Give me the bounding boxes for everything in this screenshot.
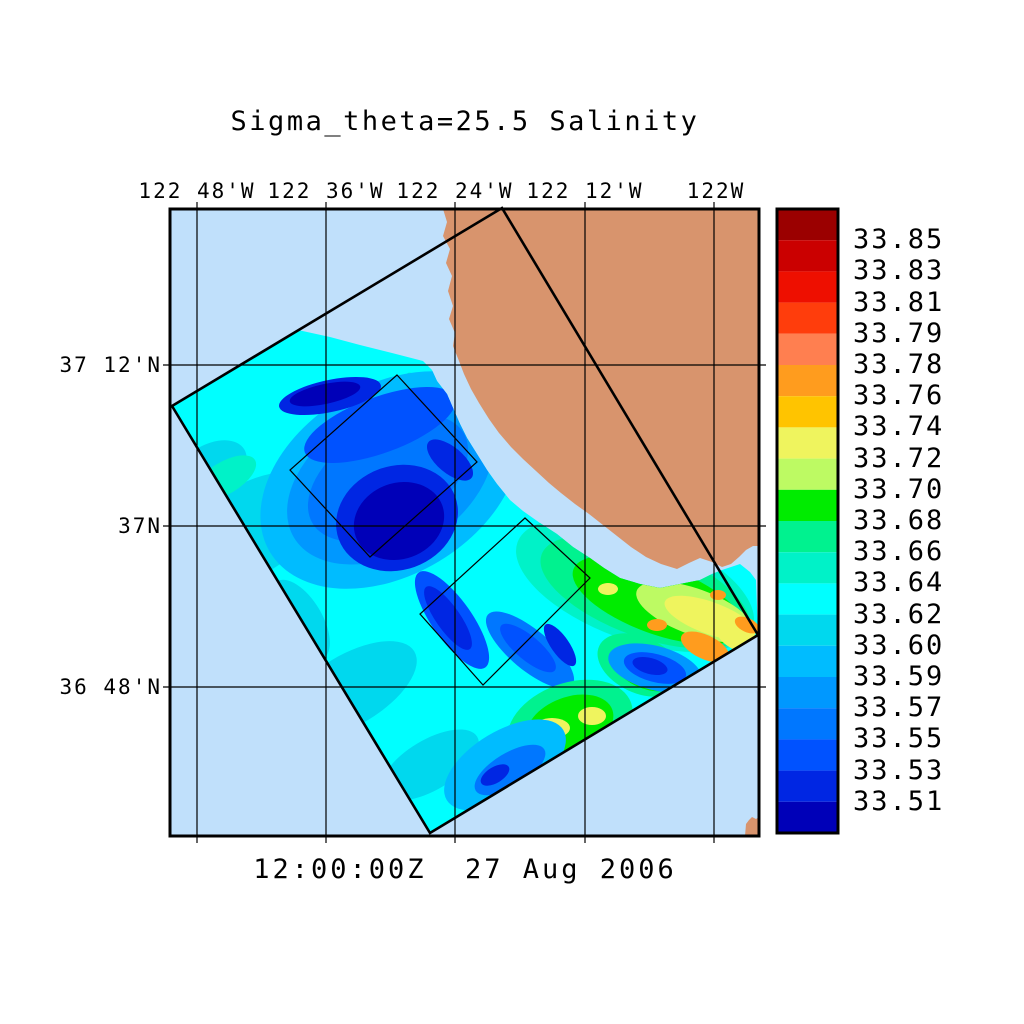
colorbar-segment — [777, 209, 838, 241]
colorbar-segment — [777, 333, 838, 365]
coast-land-patch — [745, 817, 759, 836]
colorbar-tick-label: 33.72 — [853, 443, 945, 474]
colorbar-tick-label: 33.64 — [853, 567, 945, 598]
colorbar-tick-label: 33.70 — [853, 474, 945, 505]
colorbar-tick-label: 33.53 — [853, 755, 945, 786]
salinity-contour-region — [647, 619, 667, 631]
colorbar-tick-label: 33.76 — [853, 380, 945, 411]
colorbar-segment — [777, 396, 838, 428]
colorbar-segment — [777, 801, 838, 833]
colorbar-tick-label: 33.60 — [853, 630, 945, 661]
lat-tick-label: 36 48'N — [59, 675, 162, 699]
salinity-contour-region — [480, 764, 510, 786]
lat-tick-label: 37N — [118, 514, 162, 538]
colorbar-segment — [777, 489, 838, 521]
colorbar-tick-label: 33.85 — [853, 224, 945, 255]
salinity-contour-region — [598, 583, 618, 595]
colorbar-tick-label: 33.57 — [853, 692, 945, 723]
colorbar-tick-label: 33.55 — [853, 723, 945, 754]
colorbar-segment — [777, 240, 838, 272]
lon-tick-label: 122W — [686, 179, 746, 203]
subregion-box-2 — [419, 517, 591, 686]
lon-tick-label: 122 12'W — [526, 179, 644, 203]
graticule — [163, 202, 766, 843]
salinity-contour-region — [543, 623, 577, 667]
colorbar-tick-label: 33.66 — [853, 536, 945, 567]
colorbar-segment — [777, 271, 838, 303]
colorbar-tick-label: 33.74 — [853, 411, 945, 442]
colorbar-segment — [777, 458, 838, 490]
subregion-box-1 — [289, 374, 478, 558]
colorbar-segment — [777, 365, 838, 397]
salinity-contour-region — [304, 387, 456, 463]
salinity-contour-region — [710, 590, 726, 600]
timestamp-label: 12:00:00Z 27 Aug 2006 — [253, 854, 677, 885]
colorbar-tick-label: 33.78 — [853, 349, 945, 380]
salinity-contour-region — [680, 631, 730, 663]
colorbar-segment — [777, 302, 838, 334]
salinity-contour-region — [632, 656, 668, 676]
colorbar-segment — [777, 427, 838, 459]
colorbar-segment — [777, 770, 838, 802]
lon-tick-label: 122 24'W — [396, 179, 514, 203]
california-land — [443, 209, 759, 569]
colorbar-tick-label: 33.68 — [853, 505, 945, 536]
colorbar — [775, 207, 840, 835]
salinity-eddy-core — [353, 481, 445, 561]
colorbar-segment — [777, 583, 838, 615]
colorbar-segment — [777, 708, 838, 740]
map-frame — [168, 207, 761, 838]
lat-tick-label: 37 12'N — [59, 353, 162, 377]
colorbar-segment — [777, 645, 838, 677]
colorbar-segment — [777, 521, 838, 553]
salinity-contour-region — [289, 381, 361, 407]
plot-title: Sigma_theta=25.5 Salinity — [230, 106, 700, 137]
salinity-contour-region — [426, 439, 474, 481]
lon-tick-label: 122 48'W — [138, 179, 256, 203]
colorbar-segment — [777, 739, 838, 771]
colorbar-tick-label: 33.81 — [853, 287, 945, 318]
salinity-contour-region — [424, 586, 472, 650]
colorbar-tick-label: 33.59 — [853, 661, 945, 692]
colorbar-frame — [775, 207, 840, 835]
colorbar-tick-label: 33.62 — [853, 599, 945, 630]
colorbar-tick-label: 33.79 — [853, 318, 945, 349]
salinity-contour-region — [500, 623, 556, 673]
colorbar-tick-label: 33.51 — [853, 786, 945, 817]
colorbar-tick-label: 33.83 — [853, 255, 945, 286]
salinity-contour-region — [578, 707, 606, 725]
colorbar-segment — [777, 552, 838, 584]
colorbar-segment — [777, 614, 838, 646]
colorbar-segment — [777, 677, 838, 709]
lon-tick-label: 122 36'W — [267, 179, 385, 203]
